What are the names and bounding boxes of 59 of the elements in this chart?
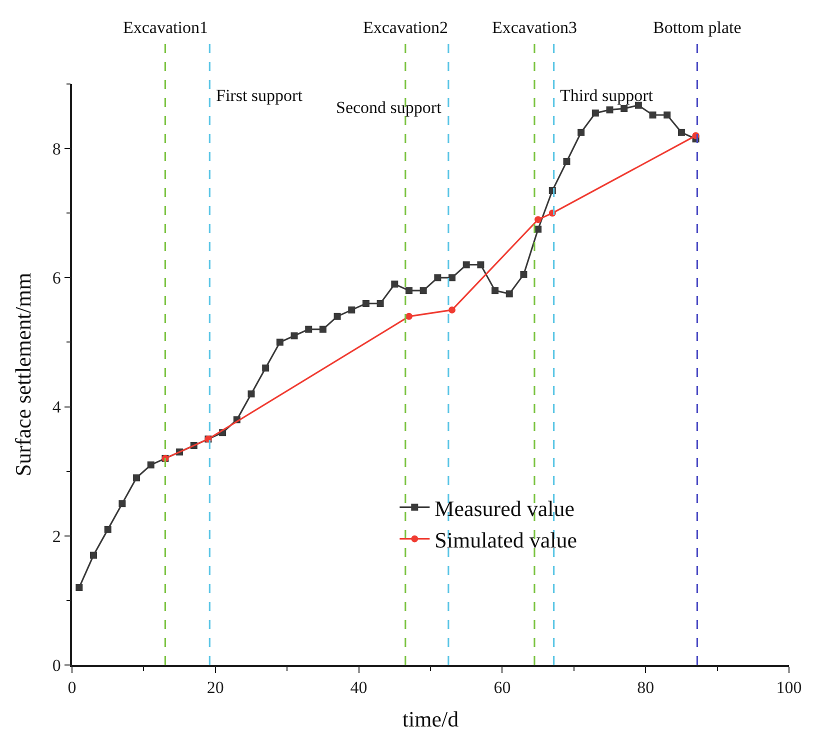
legend-label: Simulated value	[434, 527, 578, 552]
point	[420, 287, 427, 294]
point	[147, 461, 154, 468]
x-axis-title: time/d	[402, 706, 459, 732]
y-tick-label: 0	[52, 656, 61, 675]
point	[606, 106, 614, 114]
point	[664, 111, 671, 118]
point	[405, 312, 412, 320]
point	[578, 128, 585, 136]
point	[405, 287, 412, 294]
point	[448, 274, 456, 282]
point	[678, 128, 685, 136]
point	[506, 290, 513, 298]
legend-label: Measured value	[434, 496, 575, 521]
ref-line-label: Third support	[560, 86, 654, 105]
point	[276, 338, 284, 346]
x-tick-label: 100	[776, 678, 802, 698]
point	[376, 300, 384, 307]
point	[492, 287, 499, 294]
ref-line-label: Bottom plate	[653, 18, 742, 37]
point	[319, 326, 326, 333]
ref-line-label: Second support	[336, 98, 442, 117]
x-tick-label: 20	[206, 678, 224, 698]
point	[305, 326, 312, 333]
point	[563, 158, 570, 165]
point	[448, 306, 456, 314]
point	[477, 261, 484, 268]
ref-line-label: Excavation3	[492, 18, 577, 37]
point	[462, 261, 470, 268]
point	[133, 474, 140, 482]
point	[362, 300, 370, 307]
point	[620, 105, 628, 112]
point	[592, 110, 599, 117]
x-tick-label: 80	[637, 678, 654, 698]
point	[334, 312, 341, 320]
point	[534, 216, 542, 224]
point	[262, 364, 270, 372]
point	[348, 306, 356, 314]
y-axis-title: Surface settlement/mm	[10, 272, 36, 476]
ref-line-label: Excavation1	[123, 18, 208, 37]
point	[434, 274, 442, 282]
point	[649, 111, 656, 118]
point	[520, 270, 528, 278]
y-tick-label: 4	[52, 398, 62, 417]
point	[118, 500, 126, 508]
ref-line-label: First support	[216, 86, 303, 105]
x-tick-label: 0	[68, 678, 76, 698]
y-tick-label: 6	[52, 268, 61, 288]
point	[90, 552, 98, 559]
point	[76, 584, 83, 592]
y-tick-label: 2	[52, 526, 61, 546]
point	[290, 332, 298, 340]
x-tick-label: 60	[494, 678, 511, 698]
point	[391, 280, 398, 288]
point	[104, 526, 112, 533]
ref-line-label: Excavation2	[363, 18, 448, 37]
y-tick-label: 8	[52, 140, 61, 159]
x-tick-label: 40	[350, 678, 368, 698]
point	[248, 390, 255, 398]
